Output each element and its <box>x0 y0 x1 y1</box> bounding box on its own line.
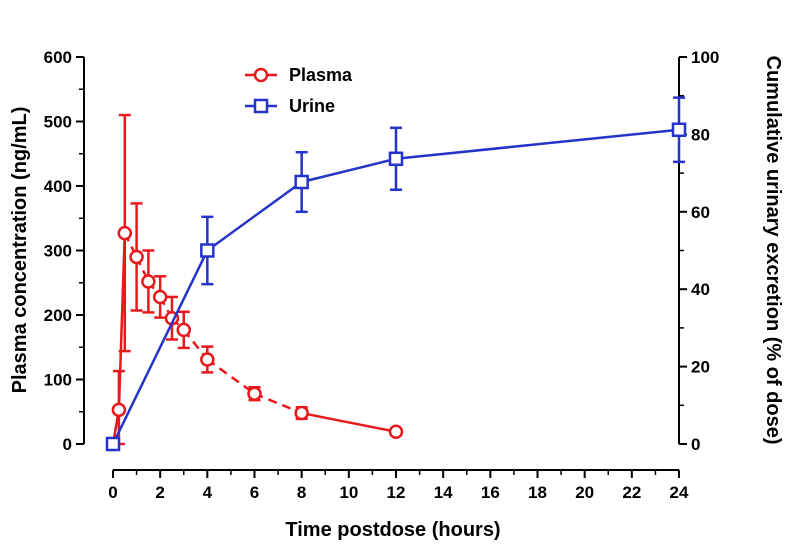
plasma-line-segment <box>254 392 303 415</box>
y-right-axis-title: Cumulative urinary excretion (% of dose) <box>762 56 784 445</box>
x-tick-label: 10 <box>339 483 358 502</box>
plasma-line-segment <box>301 411 397 433</box>
y-right-tick-label: 40 <box>691 280 710 299</box>
y-left-tick-label: 0 <box>63 435 72 454</box>
x-tick-label: 0 <box>108 483 117 502</box>
y-left-tick-label: 400 <box>44 177 72 196</box>
y-left-tick-label: 600 <box>44 48 72 67</box>
urine-line-segment <box>301 157 397 184</box>
urine-line-segment <box>206 180 303 252</box>
x-tick-label: 4 <box>203 483 213 502</box>
series-plasma <box>105 113 404 452</box>
plasma-point <box>247 386 262 401</box>
x-tick-label: 22 <box>622 483 641 502</box>
plasma-point <box>141 274 156 289</box>
x-tick-label: 20 <box>575 483 594 502</box>
y-left-tick-label: 200 <box>44 306 72 325</box>
plasma-point <box>117 225 133 241</box>
legend-plasma-marker <box>253 67 269 83</box>
x-tick-label: 24 <box>670 483 689 502</box>
urine-point <box>294 174 309 190</box>
y-right-tick-label: 60 <box>691 203 710 222</box>
x-tick-label: 16 <box>481 483 500 502</box>
y-left-tick-label: 500 <box>44 113 72 132</box>
x-tick-label: 14 <box>434 483 453 502</box>
legend-urine-marker <box>253 98 269 114</box>
plasma-point <box>152 289 168 305</box>
plasma-point <box>111 402 127 418</box>
x-tick-label: 8 <box>297 483 306 502</box>
axes <box>83 57 680 471</box>
x-tick-label: 6 <box>250 483 259 502</box>
legend-entry-plasma: Plasma <box>245 65 353 85</box>
y-right-tick-label: 0 <box>691 435 700 454</box>
urine-point <box>105 436 121 452</box>
x-tick-label: 18 <box>528 483 547 502</box>
plasma-point <box>294 405 309 421</box>
urine-point <box>671 122 687 138</box>
x-tick-label: 12 <box>387 483 406 502</box>
legend-entry-urine: Urine <box>245 96 335 116</box>
plasma-point <box>388 424 404 439</box>
series <box>105 96 687 452</box>
legend-urine-label: Urine <box>289 96 335 116</box>
y-left-axis-title: Plasma concentration (ng/mL) <box>9 107 31 394</box>
y-left-tick-label: 300 <box>44 242 72 261</box>
y-right-tick-label: 100 <box>691 48 719 67</box>
plasma-point <box>129 249 144 265</box>
urine-line-segment <box>111 249 209 445</box>
urine-point <box>388 151 404 167</box>
urine-line-segment <box>395 128 680 161</box>
y-right-tick-label: 80 <box>691 125 710 144</box>
plasma-point <box>200 352 215 367</box>
legend: Plasma Urine <box>245 65 353 116</box>
urine-point <box>200 243 215 258</box>
plasma-point <box>176 322 191 338</box>
x-tick-label: 2 <box>155 483 164 502</box>
legend-plasma-label: Plasma <box>289 65 353 85</box>
plasma-line-segment <box>206 358 256 395</box>
series-urine <box>105 96 687 452</box>
y-right-tick-label: 20 <box>691 358 710 377</box>
y-left-tick-label: 100 <box>44 371 72 390</box>
x-axis-title: Time postdose (hours) <box>285 519 500 541</box>
